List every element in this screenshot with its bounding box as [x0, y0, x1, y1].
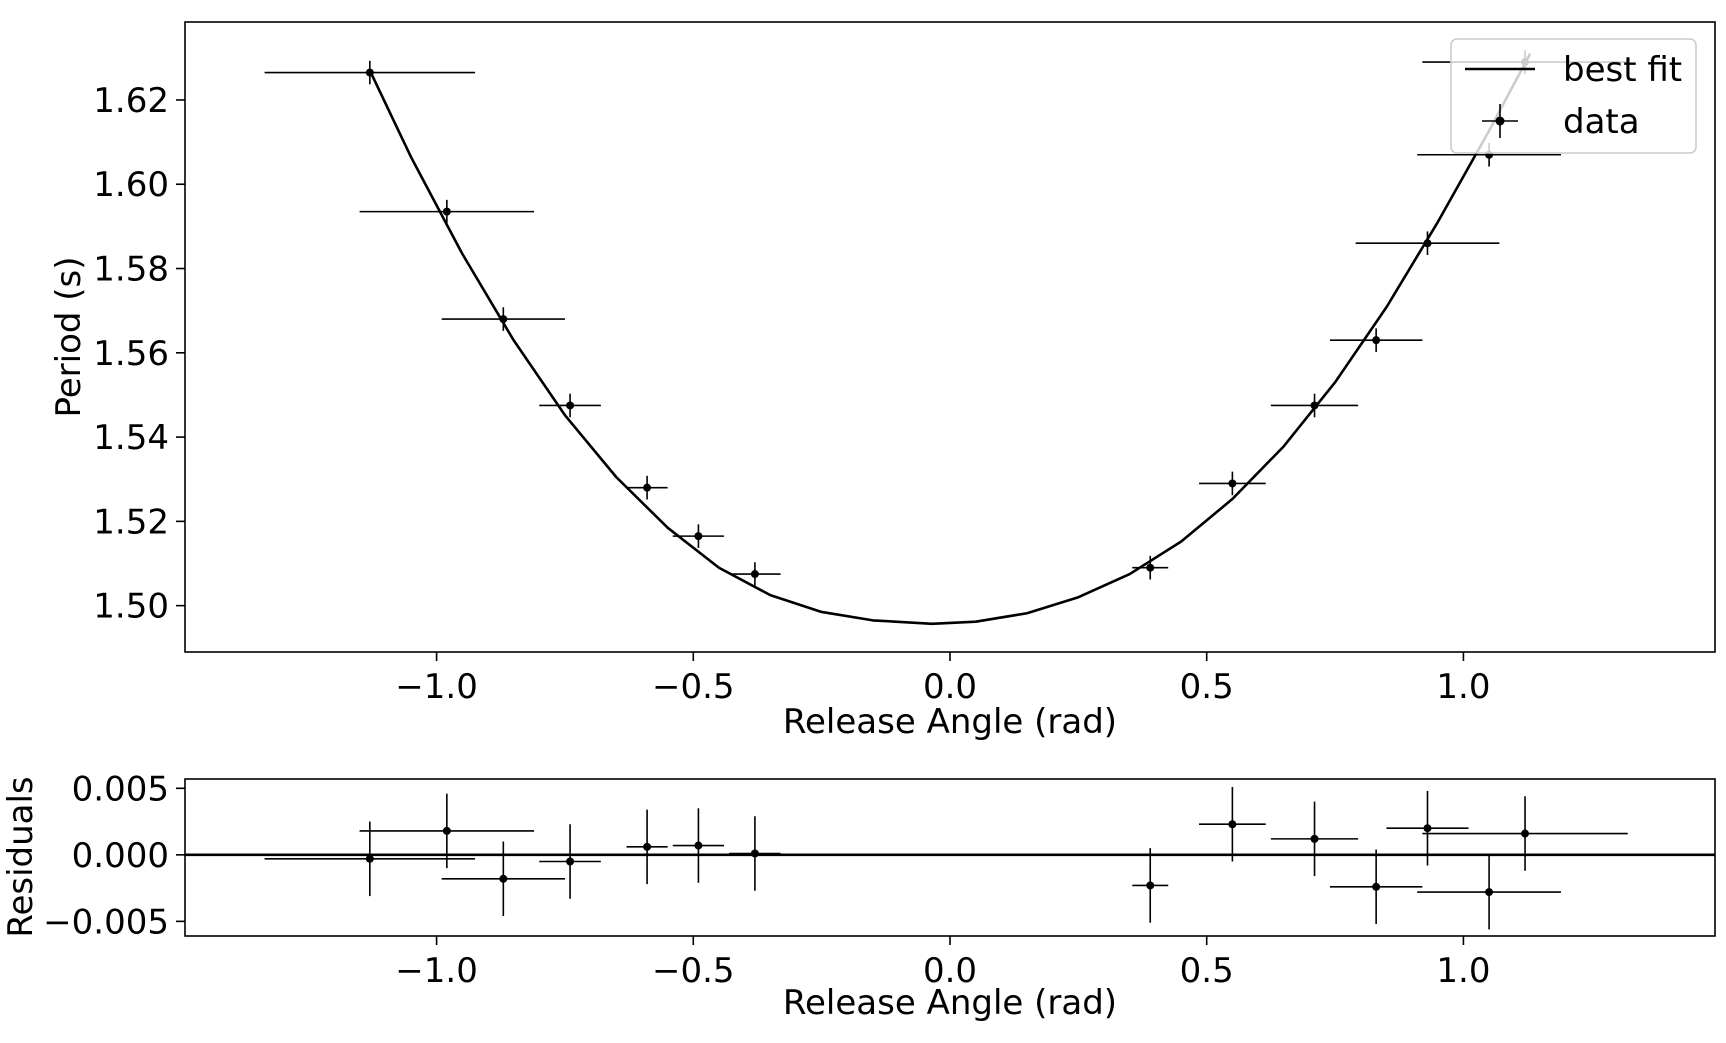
- main-x-tick-label: 0.0: [923, 667, 977, 707]
- main-marker: [566, 401, 575, 410]
- residuals-data-point: [729, 816, 781, 891]
- main-x-axis-label: Release Angle (rad): [783, 702, 1117, 742]
- residuals-marker: [1146, 881, 1155, 890]
- residuals-data-point: [359, 793, 535, 869]
- main-marker: [1228, 479, 1237, 488]
- main-marker: [750, 570, 759, 579]
- main-y-tick-label: 1.62: [93, 81, 169, 121]
- residuals-marker: [499, 874, 508, 883]
- residuals-marker: [1521, 829, 1530, 838]
- main-marker: [694, 532, 703, 541]
- main-y-tick-label: 1.58: [93, 250, 169, 290]
- main-marker: [499, 315, 508, 324]
- residuals-marker: [694, 841, 703, 850]
- main-marker: [1372, 336, 1381, 345]
- best-fit-curve: [368, 52, 1532, 626]
- main-data-point: [626, 475, 668, 500]
- main-y-tick-label: 1.50: [93, 587, 169, 627]
- main-y-tick-label: 1.60: [93, 165, 169, 205]
- main-data-point: [1270, 393, 1359, 418]
- residuals-x-tick-label: −1.0: [395, 951, 478, 991]
- main-marker: [1146, 563, 1155, 572]
- residuals-x-axis-ticks: −1.0 −0.5 0.0 0.5 1.0: [395, 936, 1490, 991]
- main-data-point: [1329, 328, 1423, 352]
- residuals-y-tick-label: −0.005: [43, 902, 169, 942]
- residuals-marker: [750, 849, 759, 858]
- legend-data-label: data: [1563, 102, 1640, 142]
- legend-box: [1450, 38, 1697, 154]
- main-y-axis-ticks: 1.50 1.52 1.54 1.56 1.58 1.60 1.62: [93, 81, 185, 627]
- main-marker: [1310, 401, 1319, 410]
- residuals-data-point: [1132, 848, 1169, 923]
- main-data-point: [359, 199, 535, 224]
- main-x-tick-label: −0.5: [652, 667, 735, 707]
- main-data-point: [1132, 555, 1169, 580]
- residuals-data-point: [441, 841, 565, 917]
- residuals-marker: [1423, 824, 1432, 833]
- residuals-marker: [1310, 834, 1319, 843]
- residuals-plot-panel: −1.0 −0.5 0.0 0.5 1.0 −0.005 0.000 0.005 Relea…: [1, 769, 1716, 1023]
- main-x-tick-label: −1.0: [395, 667, 478, 707]
- main-marker: [1423, 239, 1432, 248]
- residuals-data-point: [264, 821, 476, 897]
- main-y-axis-label: Period (s): [49, 256, 89, 417]
- residuals-x-tick-label: 1.0: [1436, 951, 1490, 991]
- residuals-x-tick-label: −0.5: [652, 951, 735, 991]
- residuals-marker: [566, 857, 575, 866]
- residuals-data-point: [626, 809, 668, 885]
- legend-data-swatch: [1482, 104, 1518, 138]
- residuals-data-point: [1329, 849, 1423, 925]
- residuals-x-axis-label: Release Angle (rad): [783, 983, 1117, 1023]
- residuals-data-point: [1270, 801, 1359, 877]
- residuals-data-point: [1417, 854, 1561, 930]
- residuals-plot-frame: [184, 778, 1716, 937]
- residuals-marker: [365, 854, 374, 863]
- residuals-data-point: [672, 808, 725, 883]
- residuals-marker: [442, 826, 451, 835]
- main-data-point: [441, 307, 565, 331]
- residuals-data-point: [1386, 790, 1469, 866]
- main-y-tick-label: 1.54: [93, 418, 169, 458]
- residuals-data-point: [1199, 786, 1266, 862]
- main-marker: [365, 68, 374, 77]
- main-data-point: [539, 393, 601, 418]
- main-x-axis-ticks: −1.0 −0.5 0.0 0.5 1.0: [395, 652, 1490, 707]
- residuals-marker: [643, 842, 652, 851]
- residuals-y-axis-ticks: −0.005 0.000 0.005: [43, 769, 185, 942]
- main-data-point: [1355, 231, 1500, 256]
- residuals-x-tick-label: 0.0: [923, 951, 977, 991]
- legend-best-fit-label: best fit: [1563, 50, 1682, 90]
- residuals-y-axis-label: Residuals: [1, 776, 41, 937]
- main-plot-panel: −1.0 −0.5 0.0 0.5 1.0 1.501.521.541.561.581.…: [49, 21, 1716, 742]
- main-data-point: [672, 524, 725, 548]
- main-x-tick-label: 0.5: [1180, 667, 1234, 707]
- main-data-point: [1199, 471, 1266, 496]
- main-marker: [643, 483, 652, 492]
- residuals-data-point: [1422, 796, 1628, 871]
- residuals-y-tick-label: 0.000: [72, 836, 169, 876]
- residuals-marker: [1372, 882, 1381, 891]
- main-data-point: [729, 562, 781, 586]
- residuals-data-point: [539, 824, 601, 899]
- residuals-marker: [1228, 820, 1237, 829]
- main-y-tick-label: 1.56: [93, 334, 169, 374]
- main-data-point: [264, 60, 476, 85]
- residuals-plot-marks: [185, 786, 1715, 930]
- main-marker: [442, 207, 451, 216]
- main-x-tick-label: 1.0: [1436, 667, 1490, 707]
- legend: best fit data: [1450, 38, 1697, 154]
- main-plot-marks: [264, 50, 1628, 626]
- residuals-marker: [1485, 888, 1494, 897]
- residuals-y-tick-label: 0.005: [72, 769, 169, 809]
- residuals-x-tick-label: 0.5: [1180, 951, 1234, 991]
- main-y-tick-label: 1.52: [93, 502, 169, 542]
